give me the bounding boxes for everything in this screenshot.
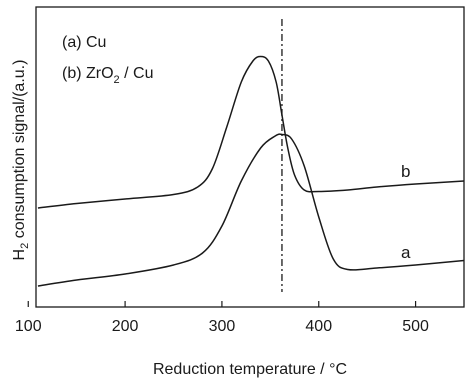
plot-frame	[35, 6, 465, 308]
x-tick-label-100: 100	[15, 318, 42, 335]
series-label-a: a	[401, 243, 411, 262]
y-axis-label-prefix: H	[11, 249, 28, 261]
legend-entry-b-main: (b) ZrO	[62, 65, 114, 82]
legend-entry-b-suffix: / Cu	[120, 65, 154, 82]
series-curve-b	[37, 55, 465, 209]
x-axis-tick-labels: 100 200 300 400 500	[15, 318, 429, 335]
legend-entry-b-subscript: 2	[114, 74, 120, 86]
legend-entry-a: (a) Cu	[62, 34, 106, 51]
series-curves	[37, 55, 465, 287]
x-tick-label-500: 500	[402, 318, 429, 335]
series-labels: ab	[401, 162, 411, 262]
x-tick-label-400: 400	[305, 318, 332, 335]
x-axis-ticks	[27, 301, 417, 307]
series-label-b: b	[401, 162, 410, 181]
y-axis-label-suffix: consumption signal/(a.u.)	[11, 60, 28, 243]
x-tick-label-300: 300	[209, 318, 236, 335]
legend-entry-b: (b) ZrO2 / Cu	[62, 65, 153, 86]
x-axis-label: Reduction temperature / °C	[153, 361, 347, 378]
y-axis-label-subscript: 2	[19, 243, 31, 249]
x-tick-label-200: 200	[112, 318, 139, 335]
y-axis-label: H2 consumption signal/(a.u.)	[11, 60, 31, 261]
series-curve-a	[37, 133, 465, 287]
